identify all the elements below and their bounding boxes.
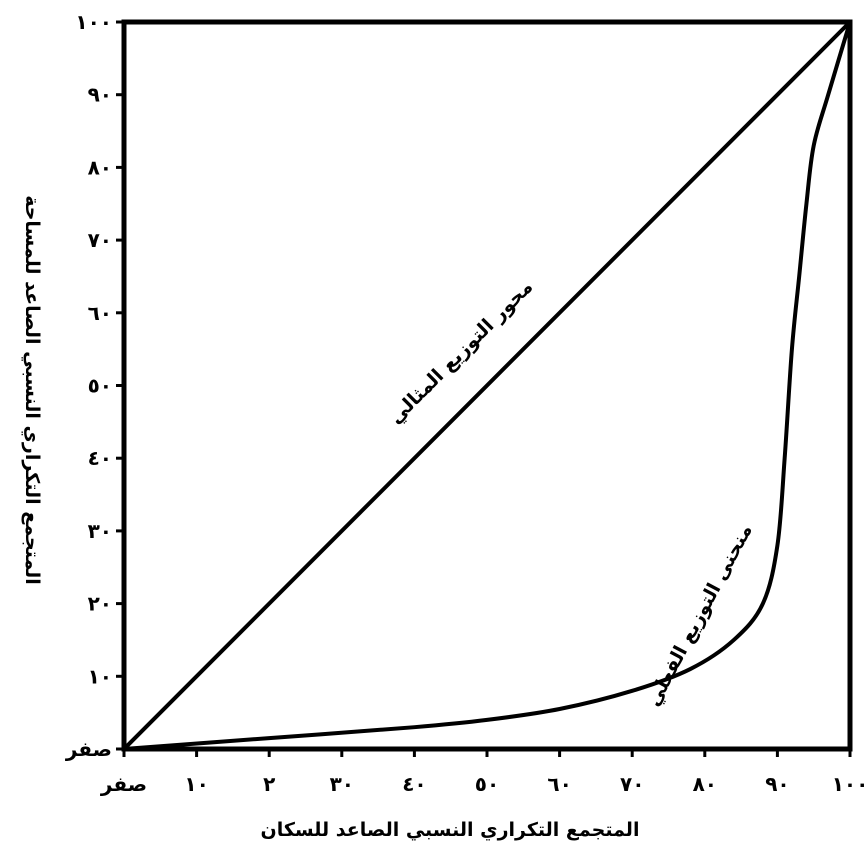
x-axis-ticks: صفر ١٠ ٢ ٣٠ ٤٠ ٥٠ ٦٠ ٧٠ ٨٠ ٩٠ ١٠٠ bbox=[100, 749, 864, 796]
x-tick-label: ٣٠ bbox=[330, 772, 354, 796]
y-tick-label: ٧٠ bbox=[88, 228, 112, 252]
x-tick-label: ٢ bbox=[263, 772, 275, 796]
x-tick-label: صفر bbox=[100, 772, 147, 796]
y-tick-label: ٤٠ bbox=[88, 446, 112, 470]
x-tick-label: ١٠ bbox=[184, 772, 208, 796]
y-tick-label: ١٠٠ bbox=[75, 10, 112, 34]
equality-line bbox=[122, 20, 852, 751]
lorenz-curve-label: منحنى التوزيع الفعلي bbox=[642, 521, 757, 710]
y-tick-label: ٥٠ bbox=[88, 374, 112, 398]
x-tick-label: ٥٠ bbox=[475, 772, 499, 796]
x-tick-label: ٦٠ bbox=[547, 772, 571, 796]
y-axis-label: المتجمع التكراري النسبي الصاعد للمساحة bbox=[20, 195, 43, 585]
x-tick-label: ٩٠ bbox=[765, 772, 789, 796]
y-tick-label: ٦٠ bbox=[88, 301, 112, 325]
lorenz-curve bbox=[122, 20, 852, 751]
annotation-layer: محور التوزيع المثالي منحنى التوزيع الفعلي bbox=[385, 276, 757, 710]
x-tick-label: ١٠٠ bbox=[832, 772, 864, 796]
series-layer bbox=[122, 20, 852, 751]
y-tick-label: ٩٠ bbox=[88, 83, 112, 107]
x-tick-label: ٧٠ bbox=[620, 772, 644, 796]
y-axis-ticks: صفر ١٠ ٢٠ ٣٠ ٤٠ ٥٠ ٦٠ ٧٠ ٨٠ ٩٠ ١٠٠ bbox=[65, 10, 124, 761]
y-tick-label: ١٠ bbox=[88, 664, 112, 688]
y-tick-label: ٨٠ bbox=[88, 155, 112, 179]
y-tick-label: ٢٠ bbox=[88, 592, 112, 616]
x-tick-label: ٨٠ bbox=[693, 772, 717, 796]
x-axis-label: المتجمع التكراري النسبي الصاعد للسكان bbox=[261, 819, 640, 842]
equality-line-label: محور التوزيع المثالي bbox=[385, 276, 537, 428]
y-tick-label: صفر bbox=[65, 737, 112, 761]
x-tick-label: ٤٠ bbox=[402, 772, 426, 796]
y-tick-label: ٣٠ bbox=[88, 519, 112, 543]
